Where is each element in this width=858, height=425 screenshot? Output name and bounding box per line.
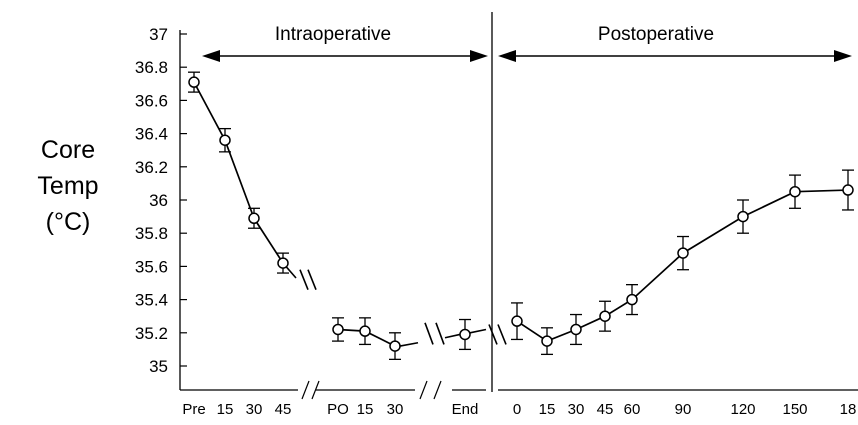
postoperative-arrow-head-left [498,50,516,62]
data-point [459,328,471,341]
data-series [188,71,854,361]
x-tick-label: PO [327,401,349,418]
data-point [599,310,611,322]
data-break-mark [424,322,434,345]
y-tick-label: 35.2 [135,324,168,343]
phase-label-postoperative: Postoperative [598,24,714,45]
phase-annotations: Intraoperative Postoperative [275,24,714,45]
x-tick-label: 0 [513,401,521,418]
axis-break-mark [311,380,320,400]
x-tick-label: 60 [624,401,641,418]
y-tick-label: 36.6 [135,91,168,110]
x-tick-label: 18 [840,401,857,418]
data-point [570,323,582,336]
connector-stub [399,341,419,347]
data-break-mark [488,324,498,345]
axis-break-mark [433,380,442,400]
data-point [219,134,231,146]
data-break-mark [435,322,445,345]
data-point [677,247,689,259]
x-tick-label: End [452,401,479,418]
x-tick-label: 30 [246,401,263,418]
x-tick-label: 45 [275,401,292,418]
x-tick-label: 45 [597,401,614,418]
y-tick-label: 35.6 [135,257,168,276]
data-break-mark [497,324,507,345]
connector-stub [444,333,461,339]
data-point [277,257,289,269]
y-axis-title-line-2: Temp [37,172,99,200]
data-point [789,185,801,198]
postoperative-arrow-head-right [834,50,852,62]
data-point [332,323,344,336]
series-line [193,81,284,264]
intraoperative-arrow-head-right [470,50,488,62]
data-point [389,340,401,352]
x-tick-label: 150 [782,401,807,418]
y-tick-label: 35.8 [135,224,168,243]
y-tick-label: 37 [149,25,168,44]
x-tick-label: 15 [217,401,234,418]
phase-label-intraoperative: Intraoperative [275,24,391,45]
x-tick-label: 15 [539,401,556,418]
x-tick-label: 30 [387,401,404,418]
data-point [737,210,749,223]
data-point [541,335,553,347]
data-point [359,325,371,337]
y-tick-label: 36.8 [135,58,168,77]
data-point [511,315,523,327]
axes: 35 35.2 35.4 35.6 35.8 36 36.2 36.4 36.6 36.8 37 Pr… [135,12,858,418]
y-tick-label: 36 [149,191,168,210]
x-tick-label: 15 [357,401,374,418]
axis-break-mark [301,380,310,400]
intraoperative-arrow-head-left [202,50,220,62]
x-tick-label: 30 [568,401,585,418]
data-break-mark [299,269,309,290]
y-tick-label: 36.4 [135,125,168,144]
data-point [248,212,260,225]
data-break-mark [307,269,317,290]
data-point [842,184,854,196]
y-axis-title-line-3: (°C) [45,208,91,236]
x-tick-label: Pre [182,401,205,418]
axis-break-mark [419,380,428,400]
y-tick-label: 35 [149,357,168,376]
x-tick-label: 120 [730,401,755,418]
y-axis-title: Core Temp (°C) [18,132,118,240]
y-tick-label: 36.2 [135,158,168,177]
data-point [188,76,200,88]
y-axis-title-line-1: Core [40,136,96,164]
y-tick-label: 35.4 [135,291,168,310]
connector-stub [469,328,487,334]
data-point [626,293,638,306]
x-tick-label: 90 [675,401,692,418]
